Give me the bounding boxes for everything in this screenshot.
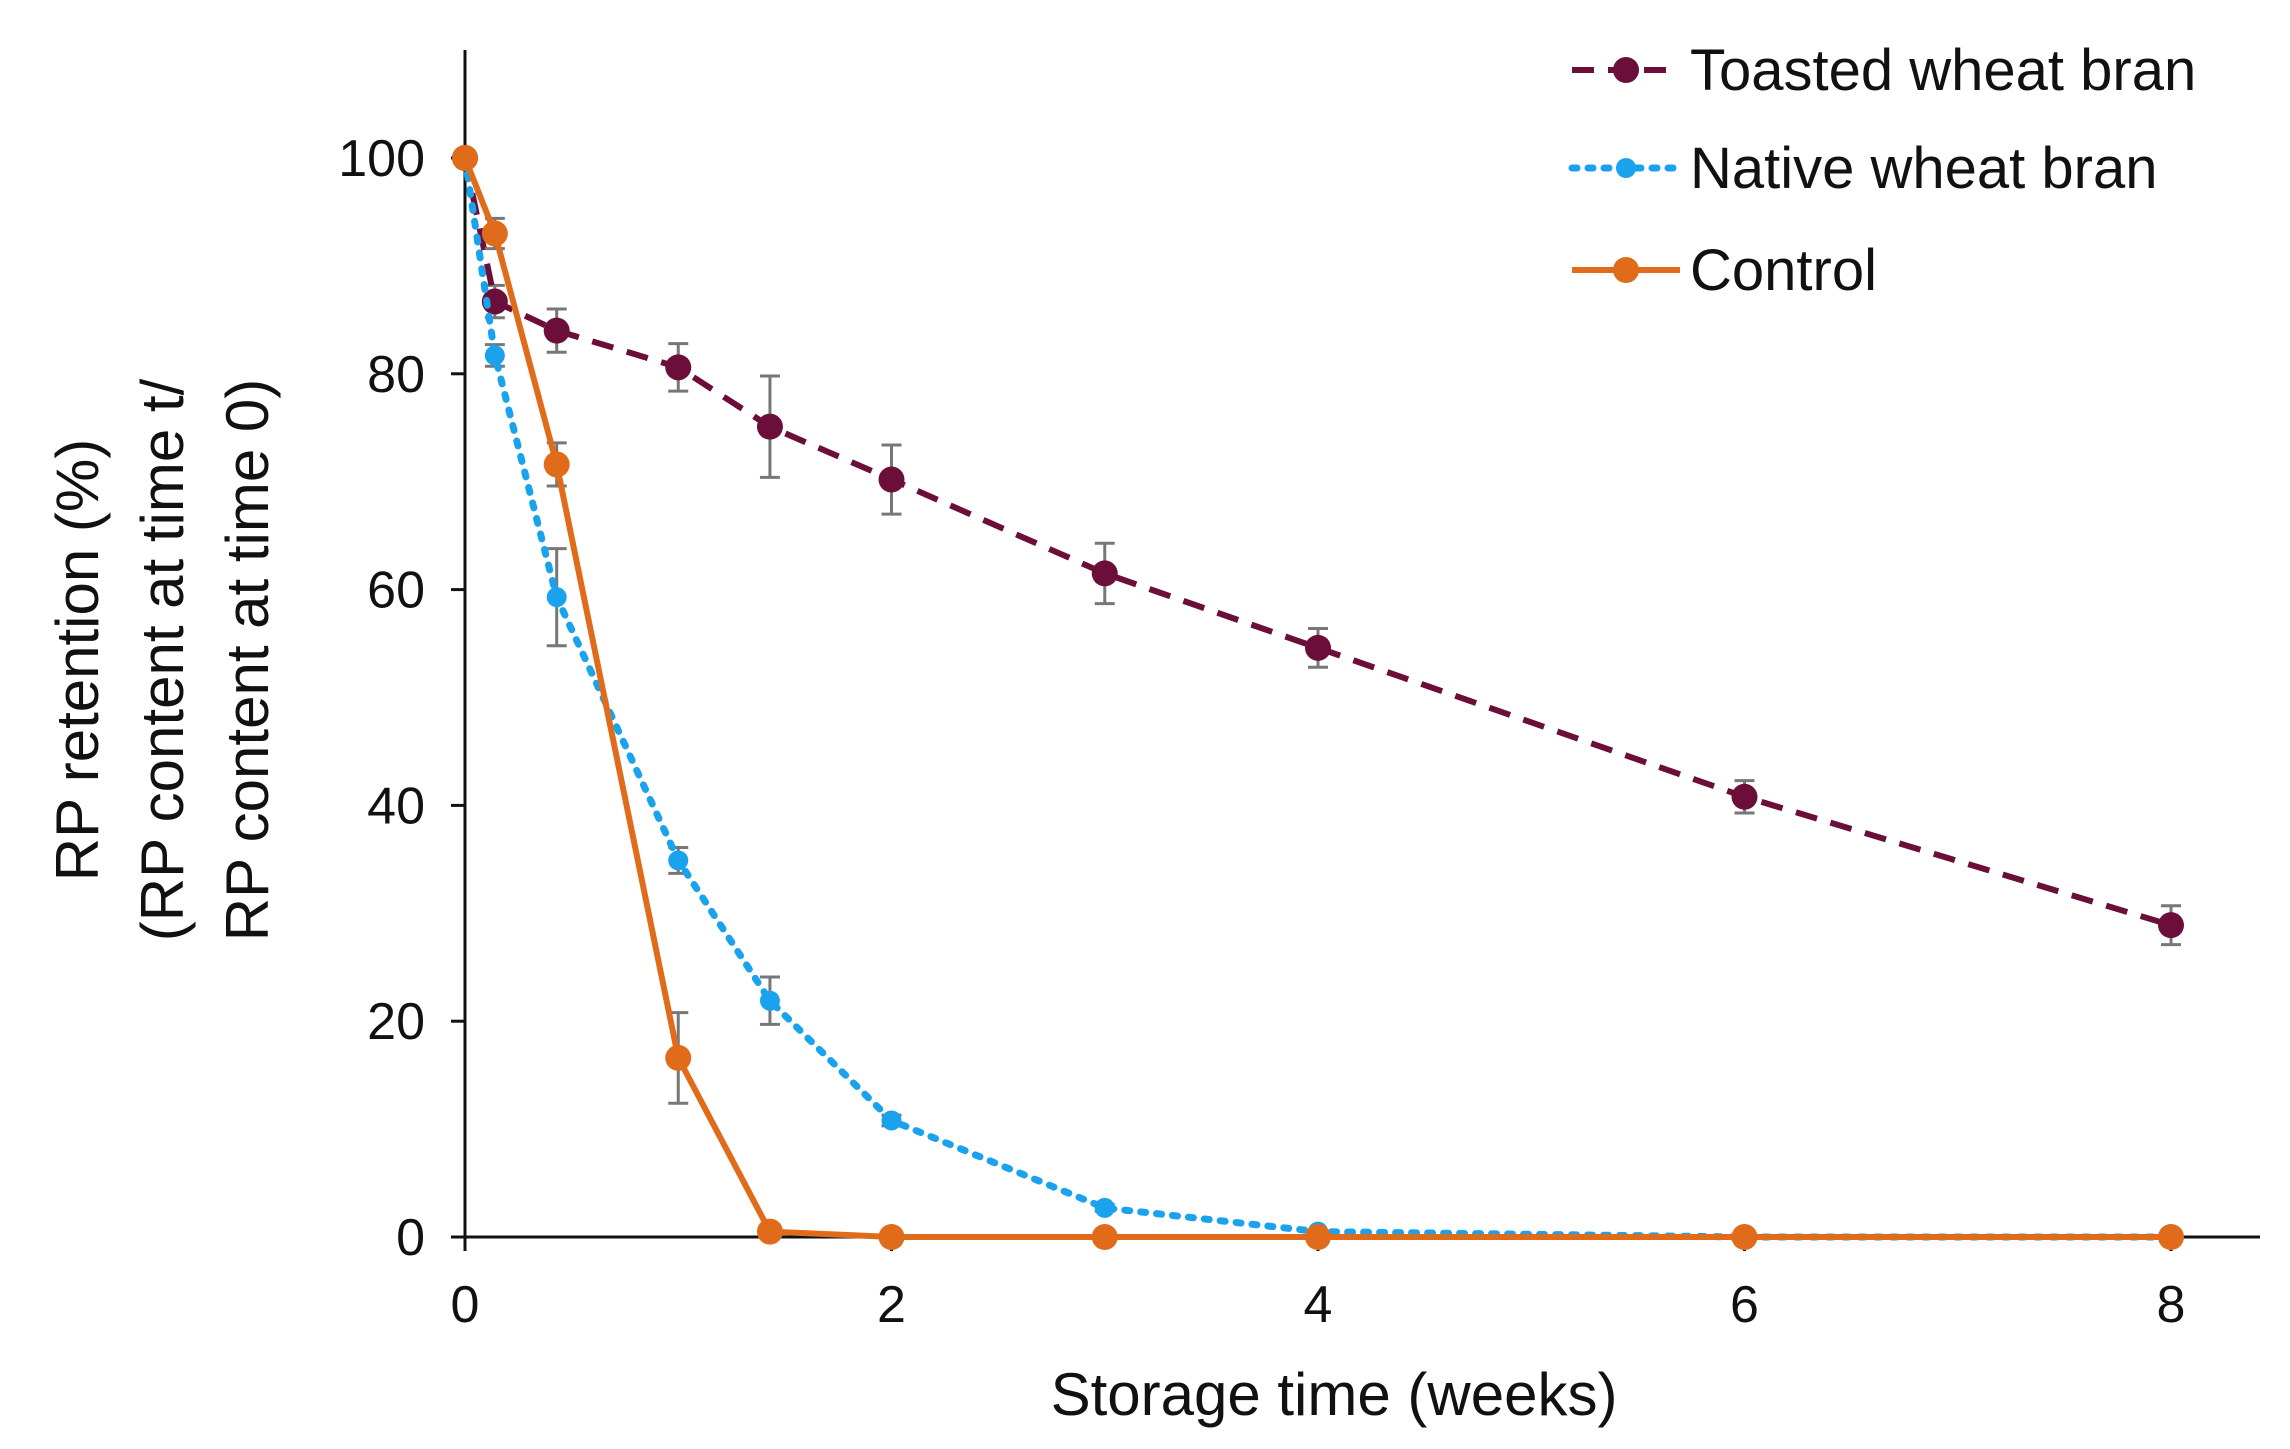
y-axis-title: RP retention (%) (RP content at time t/RP… — [44, 378, 281, 941]
data-point — [756, 1218, 783, 1245]
data-point — [881, 1110, 902, 1131]
y-axis-title-line: RP retention (%) — [44, 439, 111, 881]
x-tick-label: 4 — [1304, 1276, 1333, 1334]
data-point — [665, 354, 692, 381]
data-point — [452, 145, 478, 171]
data-point — [484, 345, 505, 366]
series-control — [452, 145, 2184, 1250]
data-point — [481, 220, 508, 247]
y-tick-label: 60 — [367, 562, 425, 620]
data-point — [759, 990, 780, 1011]
data-point — [1305, 1224, 1331, 1250]
x-axis-title: Storage time (weeks) — [1051, 1361, 1618, 1428]
series-line — [461, 154, 2175, 1241]
series-layer — [452, 145, 2184, 1250]
y-tick-label: 20 — [367, 993, 425, 1051]
series-line — [462, 157, 2172, 929]
legend-swatch-marker — [1616, 158, 1636, 178]
y-tick-label: 100 — [338, 130, 425, 188]
data-point — [1731, 783, 1758, 810]
legend-swatch-marker — [1613, 257, 1639, 283]
data-point — [878, 1224, 905, 1250]
data-point — [878, 466, 905, 493]
data-point — [543, 317, 570, 344]
data-point — [1094, 1197, 1115, 1218]
series-toasted-wheat-bran — [452, 145, 2184, 947]
series-line — [462, 156, 2171, 1240]
y-axis-title-line: (RP content at time t/ — [129, 378, 196, 941]
x-tick-label: 2 — [877, 1276, 906, 1334]
series-native-wheat-bran — [455, 148, 2181, 1247]
legend-item: Control — [1572, 238, 1877, 303]
data-point — [2158, 912, 2184, 939]
legend: Toasted wheat bran Native wheat bran Contr… — [1568, 38, 2196, 303]
data-point — [1731, 1224, 1758, 1250]
data-point — [543, 451, 570, 478]
legend-label: Native wheat bran — [1690, 136, 2157, 201]
legend-label: Control — [1690, 238, 1877, 303]
y-tick-label: 0 — [396, 1209, 425, 1267]
x-tick-label: 6 — [1730, 1276, 1759, 1334]
legend-label: Toasted wheat bran — [1690, 38, 2196, 103]
legend-item: Native wheat bran — [1568, 136, 2157, 201]
data-point — [1091, 560, 1118, 587]
data-point — [2158, 1224, 2184, 1250]
legend-item: Toasted wheat bran — [1572, 38, 2196, 103]
y-tick-label: 40 — [367, 777, 425, 835]
data-point — [546, 587, 567, 608]
data-point — [1091, 1224, 1118, 1250]
data-point — [668, 850, 689, 871]
y-axis-title-line: RP content at time 0) — [214, 379, 281, 942]
data-point — [665, 1044, 692, 1071]
data-point — [1305, 634, 1331, 661]
legend-swatch-marker — [1613, 57, 1639, 83]
x-tick-label: 8 — [2157, 1276, 2186, 1334]
axes-layer: 0 20 40 60 80 100 0 2 4 6 8 — [338, 50, 2260, 1334]
data-point — [756, 413, 783, 440]
x-tick-label: 0 — [451, 1276, 480, 1334]
y-tick-label: 80 — [367, 346, 425, 404]
